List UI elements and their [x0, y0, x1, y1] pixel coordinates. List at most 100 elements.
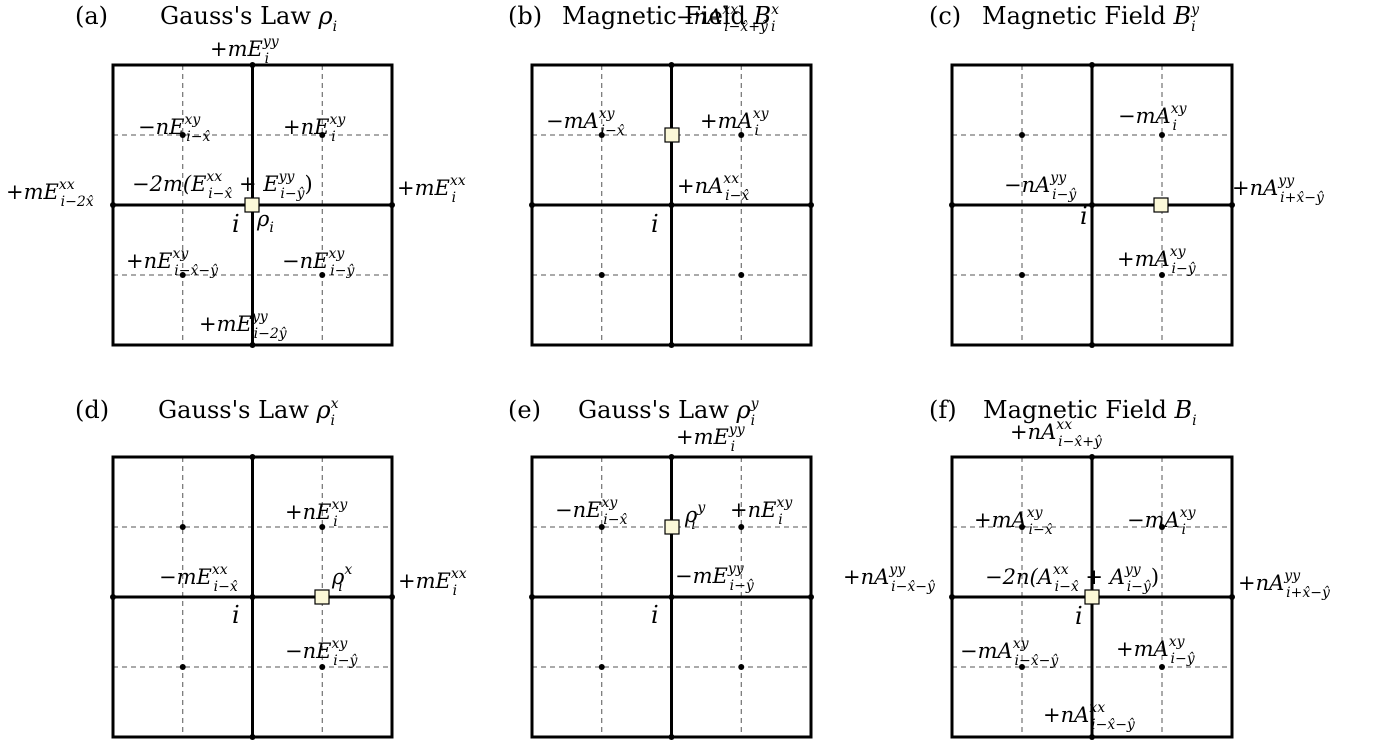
gauss-law-rho-title: Gauss's Law ρi	[160, 2, 337, 35]
lattice-site-dot	[668, 342, 675, 348]
lattice-site-dot	[1089, 342, 1095, 348]
lattice-site-dot	[808, 594, 814, 600]
dual-site-dot	[738, 132, 745, 138]
lattice-site-dot	[389, 202, 395, 208]
panel-d: (d) Gauss's Law ρx i i +nExy i −mExx i−x̂ ρx i +mE…	[75, 396, 467, 740]
magnetic-field-b-title: Magnetic Field Bi	[983, 396, 1197, 429]
dual-site-dot	[1019, 132, 1025, 138]
dual-site-dot	[1159, 524, 1165, 530]
term-label: −2n(Axx i−x̂ + Ayy i−ŷ)	[985, 562, 1159, 595]
dual-site-dot	[1019, 272, 1025, 278]
lattice-site-dot	[249, 454, 256, 460]
lattice-site-dot	[1089, 62, 1095, 68]
term-label: ρx i	[331, 562, 352, 595]
dual-site-dot	[1019, 524, 1025, 530]
term-label: +nExy i	[730, 495, 793, 528]
operator-marker	[314, 589, 330, 605]
site-label: i	[651, 601, 659, 629]
site-label: i	[232, 601, 240, 629]
lattice-site-dot	[668, 734, 675, 740]
panel-e: (e) Gauss's Law ρy i i +mEyy i −nExy i−x̂ ρy i +nE…	[508, 396, 814, 740]
term-label: −mEyy i−ŷ	[675, 561, 755, 594]
term-label: +mAxy i−ŷ	[1117, 244, 1197, 277]
term-label: −nExy i−ŷ	[282, 246, 355, 279]
lattice-site-dot	[1089, 734, 1095, 740]
lattice-site-dot	[1229, 202, 1235, 208]
panel-letter: (e)	[508, 396, 541, 424]
term-label: −2m(Exx i−x̂ + Eyy i−ŷ)	[132, 169, 313, 202]
lattice-site-dot	[249, 62, 256, 68]
dual-site-dot	[598, 132, 605, 138]
dual-site-dot	[738, 664, 745, 670]
term-label: +nAyy i+x̂−ŷ	[1238, 568, 1331, 601]
term-label: +mExx i−2x̂	[6, 177, 94, 210]
term-label: −nAyy i−ŷ	[1004, 170, 1077, 203]
dual-site-dot	[319, 524, 326, 530]
term-label: +mAxy i−ŷ	[1116, 634, 1196, 667]
dual-site-dot	[319, 272, 326, 278]
term-label: +mExx i	[398, 566, 467, 599]
lattice-site-dot	[1089, 454, 1095, 460]
term-label: −mAxy i	[1127, 505, 1197, 538]
term-label: ρi	[256, 207, 274, 236]
lattice-site-dot	[949, 594, 955, 600]
term-label: −mAxy i	[1118, 101, 1188, 134]
lattice-site-dot	[668, 62, 675, 68]
term-label: −nExy i−x̂	[555, 495, 627, 528]
term-label: ρy i	[684, 500, 706, 533]
panel-letter: (a)	[75, 2, 108, 30]
panel-f: (f) Magnetic Field Bi i +nAxx i−x̂+ŷ +mAxy i−x…	[843, 396, 1331, 740]
panel-c: (c) Magnetic Field By i i −mAxy i −nAyy i−ŷ +nAy…	[929, 2, 1325, 348]
term-label: +nAxx i−x̂+ŷ	[1010, 417, 1103, 450]
term-label: −nAxx i−x̂+ŷ	[676, 2, 769, 35]
operator-marker	[664, 519, 680, 535]
dual-site-dot	[598, 272, 605, 278]
term-label: +nExy i−x̂−ŷ	[126, 246, 219, 279]
term-label: +mAxy i	[700, 106, 770, 139]
term-label: +mExx i	[397, 173, 466, 206]
lattice-site-dot	[808, 202, 814, 208]
term-label: −mAxy i−x̂	[546, 106, 625, 139]
site-label: i	[1080, 202, 1088, 230]
lattice-site-dot	[249, 594, 256, 600]
panel-letter: (d)	[75, 396, 109, 424]
dual-site-dot	[179, 664, 186, 670]
panel-b: (b) Magnetic Field Bx i i −nAxx i−x̂+ŷ −mAxy i−…	[508, 2, 814, 348]
term-label: +nAxx i−x̂	[677, 171, 749, 204]
term-label: +nAyy i+x̂−ŷ	[1232, 173, 1325, 206]
lattice-site-dot	[668, 594, 675, 600]
term-label: +mEyy i	[210, 34, 280, 67]
dual-site-dot	[319, 132, 326, 138]
site-label: i	[232, 210, 240, 238]
term-label: +mAxy i−x̂	[974, 505, 1053, 538]
panel-a: (a) Gauss's Law ρi i +mEyy i −nExy i−x̂ +nExy i−…	[6, 2, 466, 348]
magnetic-field-bx-title: Magnetic Field Bx i	[562, 2, 779, 35]
operator-marker	[244, 197, 260, 213]
magnetic-field-by-title: Magnetic Field By i	[982, 2, 1200, 35]
dual-site-dot	[598, 664, 605, 670]
term-label: −mAxy i−x̂−ŷ	[960, 636, 1059, 669]
dual-site-dot	[179, 132, 186, 138]
lattice-site-dot	[529, 202, 535, 208]
dual-site-dot	[319, 664, 326, 670]
term-label: −nExy i−ŷ	[285, 636, 358, 669]
panel-letter: (f)	[929, 396, 957, 424]
term-label: +mEyy i	[676, 422, 746, 455]
operator-marker	[1153, 197, 1169, 213]
lattice-site-dot	[110, 202, 116, 208]
dual-site-dot	[179, 272, 186, 278]
dual-site-dot	[1159, 664, 1165, 670]
dual-site-dot	[1019, 664, 1025, 670]
operator-marker	[664, 127, 680, 143]
gauss-law-rho-y-title: Gauss's Law ρy i	[578, 396, 760, 429]
lattice-site-dot	[389, 594, 395, 600]
term-label: −nExy i−x̂	[138, 112, 210, 145]
term-label: +nAxx i−x̂−ŷ	[1043, 700, 1136, 733]
lattice-site-dot	[249, 342, 256, 348]
lattice-site-dot	[529, 594, 535, 600]
dual-site-dot	[598, 524, 605, 530]
term-label: +nExy i	[285, 497, 348, 530]
gauss-law-rho-x-title: Gauss's Law ρx i	[158, 396, 339, 429]
dual-site-dot	[1159, 132, 1165, 138]
lattice-site-dot	[249, 734, 256, 740]
